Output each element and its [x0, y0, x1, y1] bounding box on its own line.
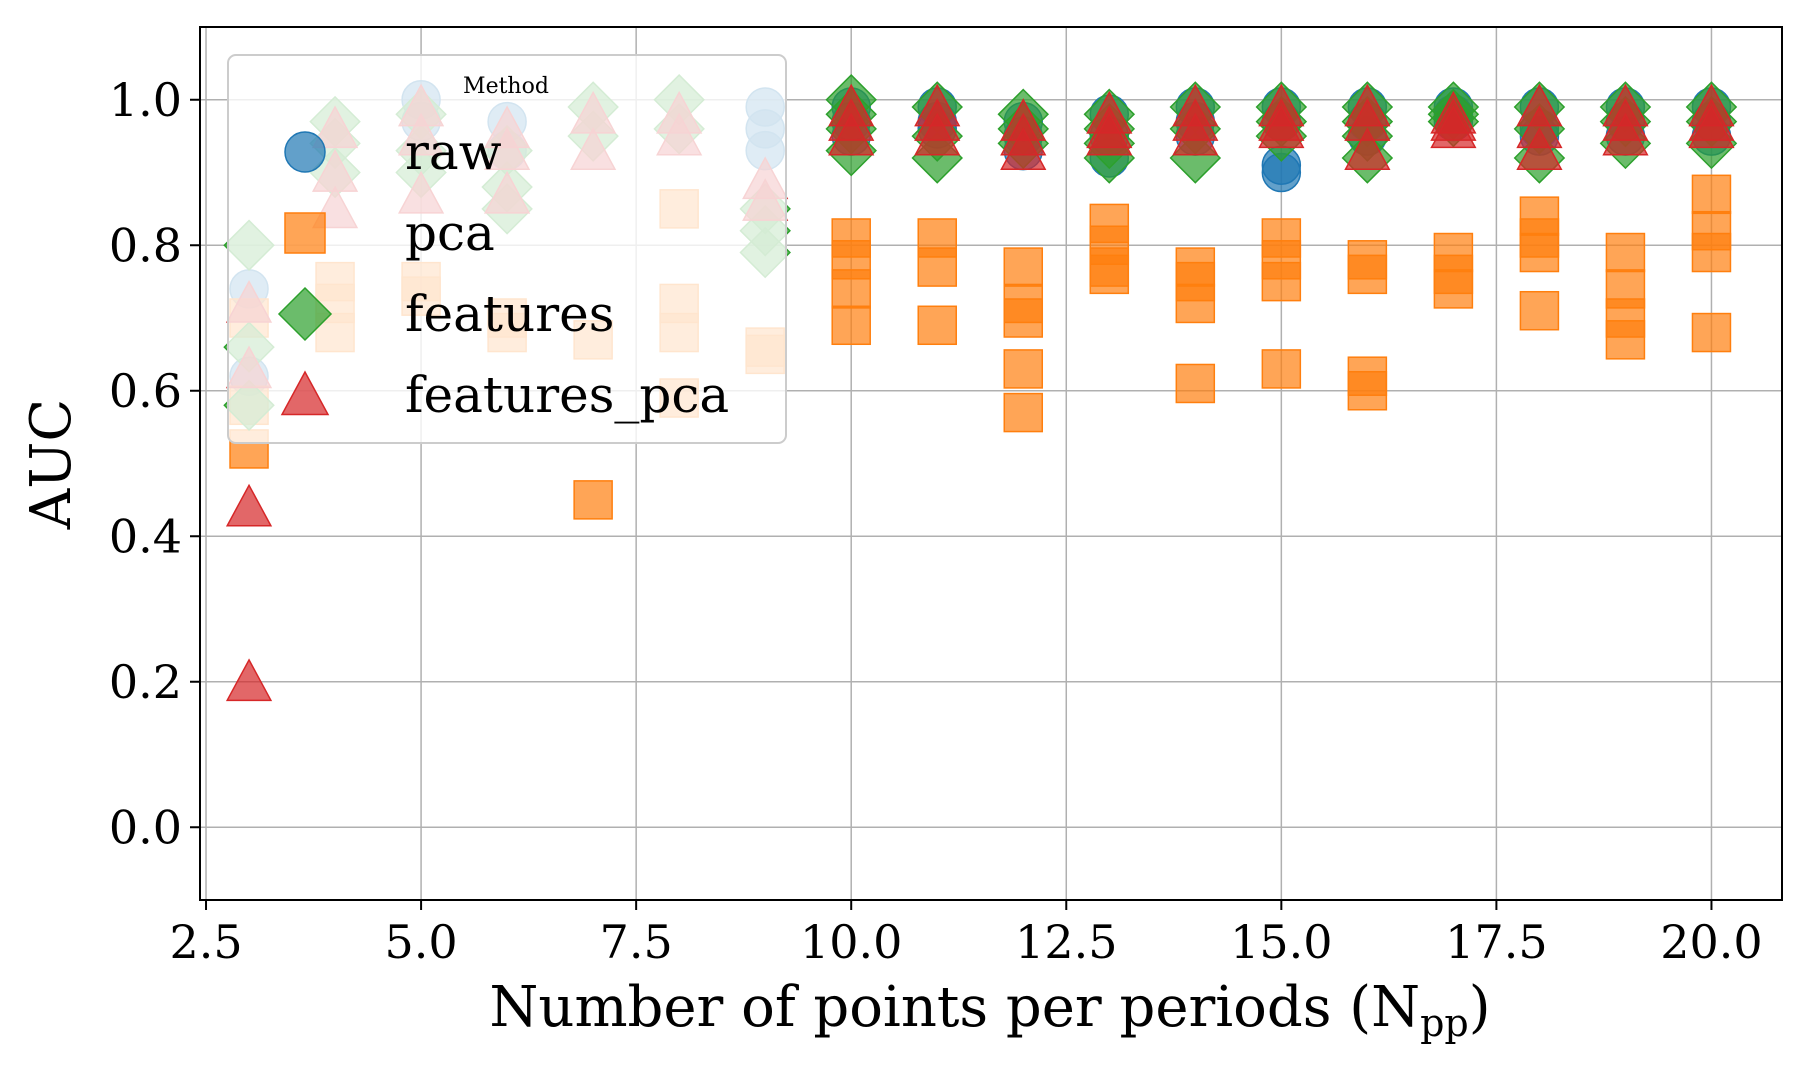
- features-pca-point: [1000, 127, 1047, 170]
- features-pca-point: [225, 483, 273, 527]
- axis-ticks: 2.5 5.0 7.5 10.0 12.5 15.0 17.5 20.0 0.0 0.2 0.4 0.…: [109, 73, 1763, 969]
- pca-point: [917, 247, 957, 287]
- pca-point: [1261, 349, 1302, 389]
- y-tick-label: 0.6: [109, 364, 182, 418]
- pca-point: [1347, 254, 1388, 295]
- pca-point: [1691, 232, 1732, 273]
- features-pca-point: [914, 112, 961, 156]
- legend-marker-features: [277, 286, 333, 342]
- x-tick-label: 17.5: [1445, 915, 1547, 969]
- y-tick-label: 0.2: [109, 655, 182, 709]
- pca-point: [1519, 232, 1560, 273]
- features-pca-point: [225, 658, 273, 702]
- pca-point: [1433, 269, 1474, 309]
- legend-label-features-pca: features_pca: [405, 366, 729, 424]
- legend-marker-pca: [284, 212, 326, 254]
- pca-point: [1347, 371, 1388, 411]
- pca-point: [831, 269, 871, 309]
- pca-point: [1605, 232, 1646, 273]
- legend-label-features: features: [405, 285, 614, 343]
- y-tick-label: 1.0: [109, 73, 182, 127]
- legend: Method raw pca features features_pca: [227, 54, 787, 444]
- features-pca-point: [1172, 112, 1219, 156]
- pca-point: [1003, 298, 1044, 338]
- features-pca-point: [1258, 105, 1305, 149]
- pca-point: [1089, 254, 1130, 295]
- legend-marker-features-pca: [280, 370, 330, 416]
- features-pca-point: [1516, 127, 1563, 170]
- x-tick-label: 10.0: [800, 915, 902, 969]
- pca-point: [831, 305, 871, 346]
- y-tick-label: 0.0: [109, 800, 182, 854]
- legend-marker-raw: [284, 131, 326, 173]
- pca-point: [1691, 174, 1732, 215]
- pca-point: [1605, 320, 1646, 360]
- x-tick-label: 12.5: [1015, 915, 1117, 969]
- plot-frame: [199, 26, 1783, 901]
- pca-point: [1691, 312, 1732, 353]
- y-axis-title: AUC: [19, 399, 84, 530]
- pca-point: [1003, 247, 1044, 287]
- x-tick-label: 7.5: [600, 915, 673, 969]
- legend-box: [227, 54, 787, 444]
- pca-point: [1175, 283, 1216, 324]
- pca-point: [1003, 349, 1044, 389]
- x-axis-title-main: Number of points per periods (N: [489, 975, 1420, 1040]
- x-axis-title-close: ): [1469, 975, 1491, 1040]
- pca-point: [1175, 363, 1216, 404]
- pca-point: [1261, 261, 1302, 302]
- x-axis-title-subscript: pp: [1420, 1001, 1469, 1045]
- features-pca-point: [828, 112, 875, 156]
- x-tick-label: 2.5: [169, 915, 242, 969]
- y-tick-label: 0.4: [109, 509, 182, 563]
- x-tick-label: 5.0: [385, 915, 458, 969]
- features-pca-point: [1602, 112, 1649, 156]
- features-pca-point: [1086, 112, 1133, 156]
- pca-point: [1003, 392, 1044, 433]
- legend-title: Method: [463, 74, 549, 99]
- features-pca-point: [1344, 127, 1391, 170]
- legend-label-pca: pca: [405, 204, 495, 262]
- x-axis-title: Number of points per periods (Npp): [489, 975, 1490, 1045]
- pca-point: [917, 305, 957, 346]
- features-pca-point: [1688, 105, 1735, 149]
- features-pca-point: [1430, 105, 1477, 149]
- y-tick-label: 0.8: [109, 218, 182, 272]
- pca-point: [1519, 290, 1560, 331]
- legend-label-raw: raw: [405, 123, 502, 181]
- pca-point: [573, 480, 613, 520]
- x-tick-label: 15.0: [1230, 915, 1332, 969]
- x-tick-label: 20.0: [1660, 915, 1762, 969]
